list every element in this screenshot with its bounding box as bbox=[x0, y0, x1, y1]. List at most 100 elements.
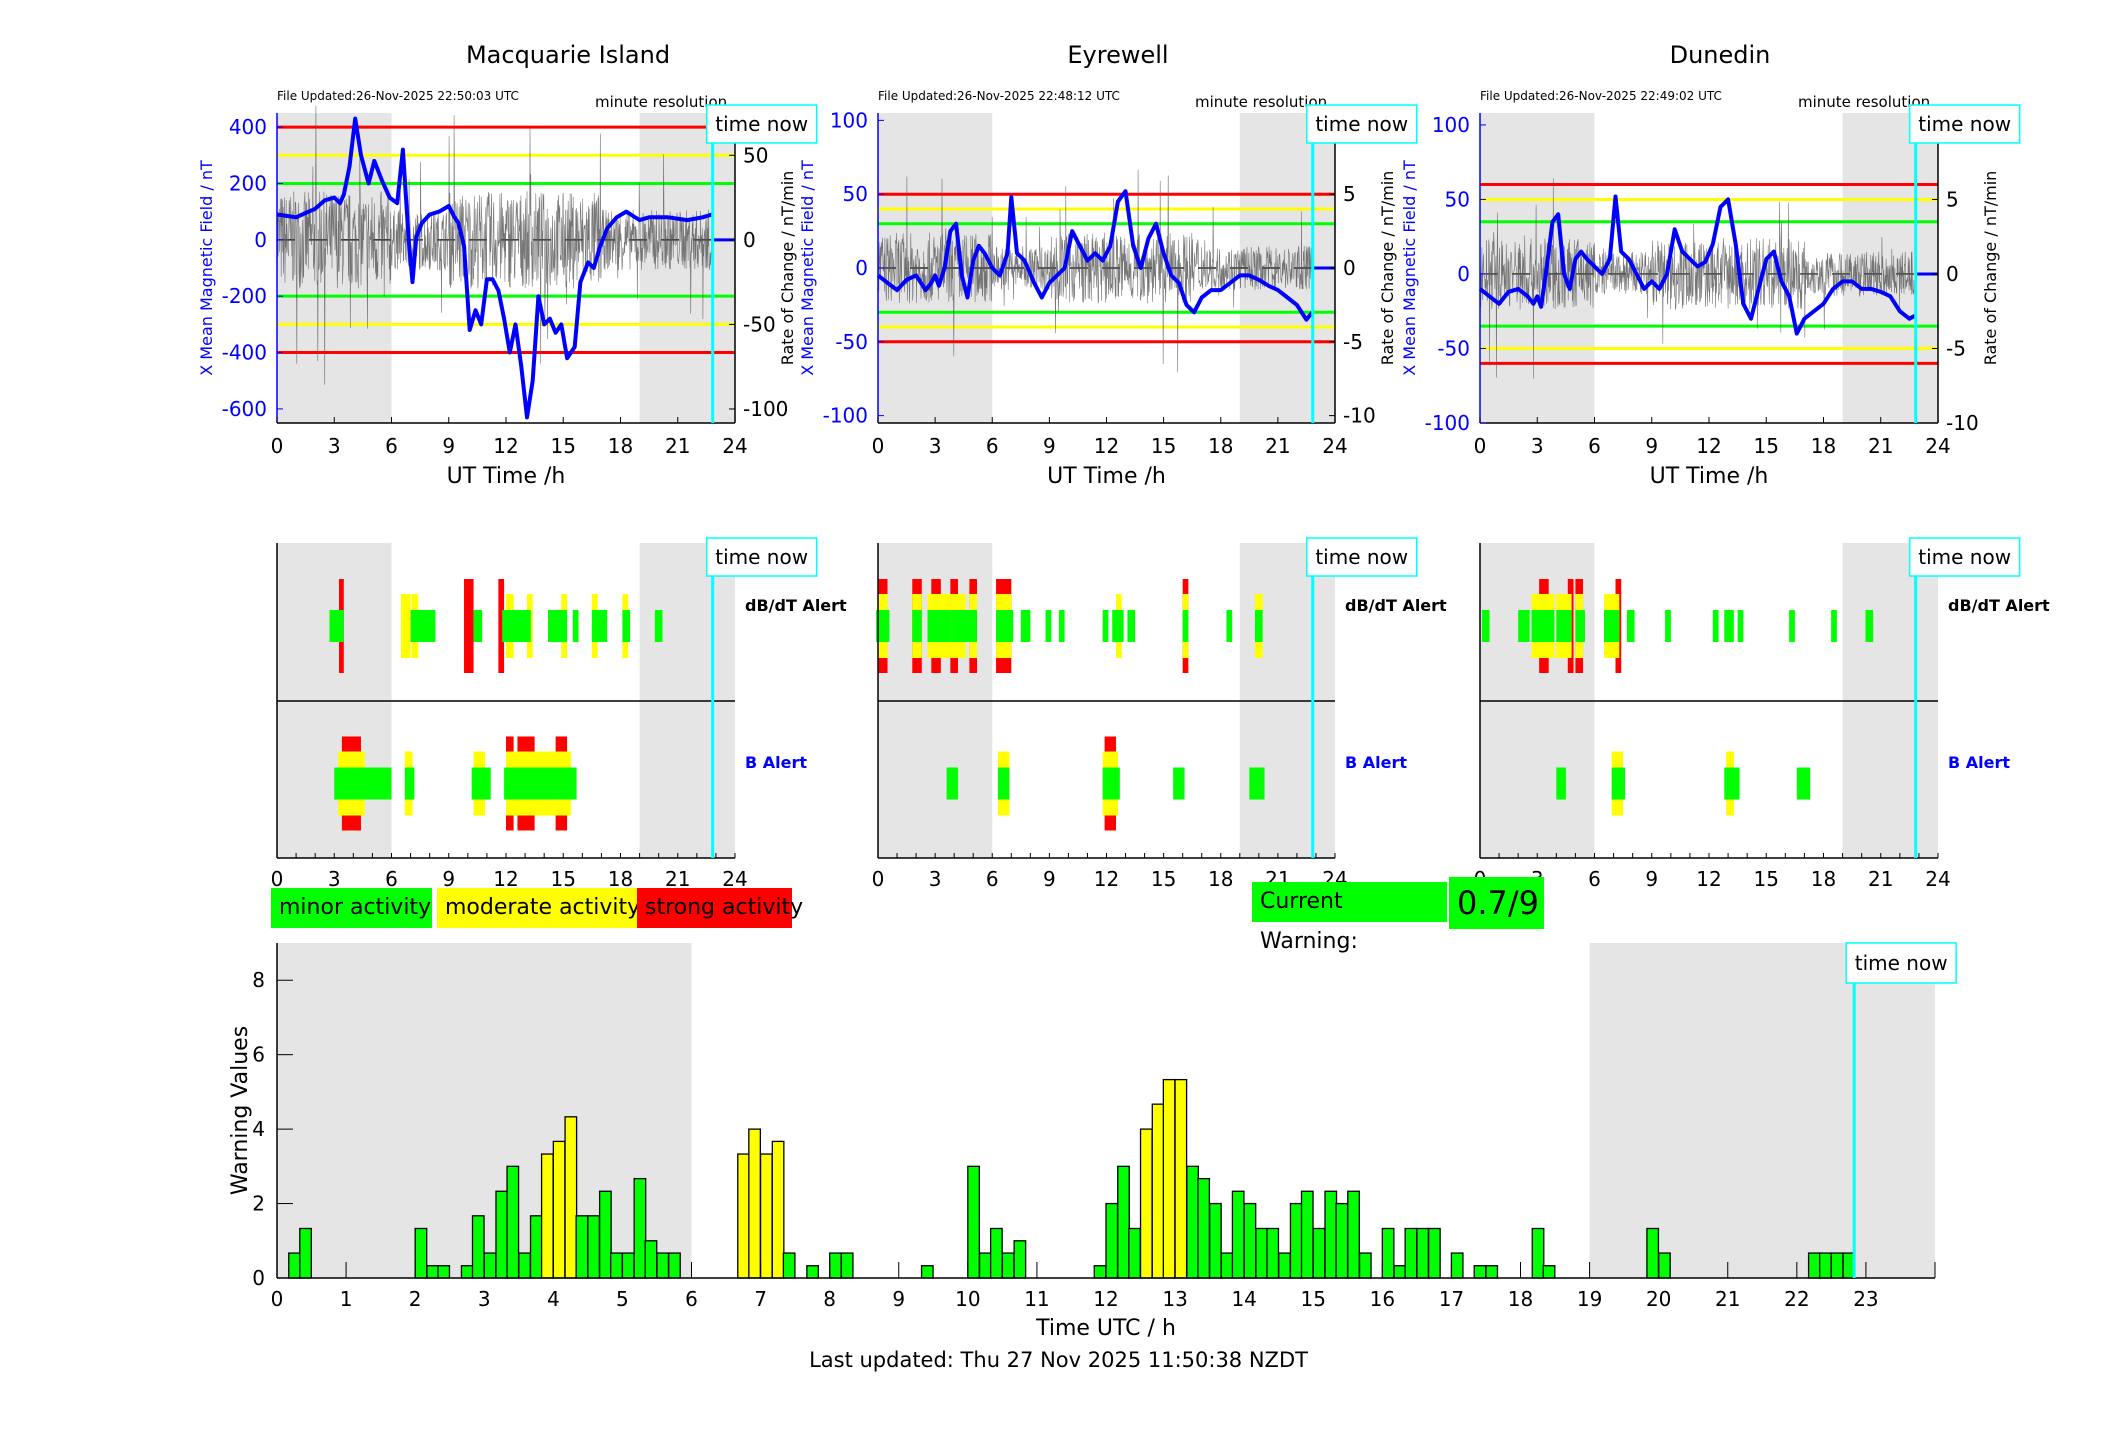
alert-x-tick-label: 6 bbox=[986, 867, 999, 891]
warning-bar bbox=[1531, 1227, 1545, 1279]
left-tick-label: -50 bbox=[835, 330, 868, 354]
x-tick-label: 18 bbox=[1811, 434, 1836, 458]
warning-bar bbox=[552, 1140, 566, 1279]
x-tick-label: 15 bbox=[1754, 434, 1779, 458]
warning-bar bbox=[1416, 1227, 1430, 1279]
x-tick-label: 0 bbox=[872, 434, 885, 458]
dbdt-alert-mark bbox=[1255, 610, 1263, 642]
dbdt-alert-mark bbox=[329, 610, 344, 642]
alert-time-now-label: time now bbox=[1918, 545, 2011, 569]
left-tick-label: 0 bbox=[254, 228, 267, 252]
warning-bar bbox=[1324, 1190, 1338, 1279]
alert-x-tick-label: 12 bbox=[1094, 867, 1119, 891]
histogram-x-tick-label: 8 bbox=[823, 1287, 836, 1311]
left-tick-label: -200 bbox=[222, 284, 267, 308]
warning-bar bbox=[1289, 1202, 1303, 1279]
histogram-time-now-box bbox=[1845, 942, 1957, 984]
magnetic-field-series bbox=[876, 189, 1314, 322]
histogram-x-tick-label: 12 bbox=[1093, 1287, 1118, 1311]
dbdt-alert-mark bbox=[622, 610, 631, 642]
current-warning-value: 0.7/9 bbox=[1449, 877, 1544, 929]
warning-bar bbox=[540, 1153, 554, 1279]
left-tick-label: -600 bbox=[222, 397, 267, 421]
dbdt-alert-mark bbox=[654, 610, 663, 642]
left-tick-label: 0 bbox=[1457, 262, 1470, 286]
warning-bar bbox=[782, 1252, 796, 1279]
histogram-x-tick-label: 2 bbox=[409, 1287, 422, 1311]
station-panel-1: Eyrewell File Updated:26-Nov-2025 22:48:1… bbox=[798, 41, 1447, 891]
alert-x-tick-label: 12 bbox=[493, 867, 518, 891]
warning-bar bbox=[1162, 1078, 1176, 1279]
right-tick-label: -10 bbox=[1946, 411, 1979, 435]
x-tick-label: 3 bbox=[1531, 434, 1544, 458]
alert-x-tick-label: 18 bbox=[1811, 867, 1836, 891]
right-tick-label: 50 bbox=[743, 143, 768, 167]
b-alert-mark bbox=[1249, 767, 1265, 800]
x-axis-label: UT Time /h bbox=[447, 464, 566, 489]
x-tick-label: 12 bbox=[1696, 434, 1721, 458]
left-tick-label: 400 bbox=[229, 115, 267, 139]
warning-bar bbox=[1013, 1240, 1027, 1279]
legend-moderate: moderate activity bbox=[437, 888, 640, 928]
warning-bar bbox=[564, 1116, 578, 1279]
warning-bar bbox=[1300, 1190, 1314, 1279]
alert-time-now-label: time now bbox=[715, 545, 808, 569]
time-now-label: time now bbox=[715, 112, 808, 136]
warning-bar bbox=[1266, 1227, 1280, 1279]
warning-bar bbox=[1278, 1252, 1291, 1279]
histogram-x-tick-label: 16 bbox=[1370, 1287, 1395, 1311]
warning-bar bbox=[1186, 1165, 1199, 1279]
warning-bar bbox=[920, 1265, 934, 1279]
station-title: Eyrewell bbox=[1067, 41, 1168, 69]
histogram-x-tick-label: 5 bbox=[616, 1287, 629, 1311]
b-alert-label: B Alert bbox=[745, 753, 807, 772]
warning-bar bbox=[829, 1252, 842, 1279]
right-axis-label: Rate of Change / nT/min bbox=[1378, 171, 1397, 366]
dbdt-alert-mark bbox=[1665, 610, 1671, 642]
station-panel-2: Dunedin File Updated:26-Nov-2025 22:49:02… bbox=[1400, 41, 2050, 891]
alert-time-now-label: time now bbox=[1315, 545, 1408, 569]
right-axis-label: Rate of Change / nT/min bbox=[1981, 171, 2000, 366]
left-tick-label: 50 bbox=[1445, 187, 1470, 211]
histogram-x-tick-label: 15 bbox=[1301, 1287, 1326, 1311]
minute-resolution-label: minute resolution bbox=[595, 93, 727, 111]
warning-bar bbox=[437, 1265, 451, 1279]
left-axis-label: X Mean Magnetic Field / nT bbox=[1400, 160, 1419, 376]
dbdt-alert-mark bbox=[969, 610, 978, 642]
histogram-y-tick-label: 8 bbox=[252, 968, 265, 992]
station-title: Dunedin bbox=[1670, 41, 1771, 69]
x-tick-label: 3 bbox=[929, 434, 942, 458]
left-tick-label: 0 bbox=[855, 256, 868, 280]
right-tick-label: 5 bbox=[1343, 182, 1356, 206]
left-tick-label: 100 bbox=[830, 108, 868, 132]
alert-x-tick-label: 9 bbox=[1043, 867, 1056, 891]
dbdt-alert-mark bbox=[572, 610, 579, 642]
x-tick-label: 9 bbox=[1645, 434, 1658, 458]
x-tick-label: 24 bbox=[722, 434, 747, 458]
warning-bar bbox=[1093, 1265, 1107, 1279]
warning-bar bbox=[737, 1153, 750, 1279]
histogram-x-label: Time UTC / h bbox=[1035, 1316, 1176, 1341]
histogram-x-tick-label: 19 bbox=[1577, 1287, 1602, 1311]
x-tick-label: 21 bbox=[665, 434, 690, 458]
magnetic-field-series bbox=[276, 116, 713, 420]
dbdt-alert-mark bbox=[1604, 610, 1620, 642]
warning-bar bbox=[587, 1215, 601, 1279]
alert-x-tick-label: 15 bbox=[551, 867, 576, 891]
right-tick-label: -100 bbox=[743, 397, 788, 421]
histogram-x-tick-label: 20 bbox=[1646, 1287, 1671, 1311]
right-tick-label: 5 bbox=[1946, 187, 1959, 211]
file-updated-text: File Updated:26-Nov-2025 22:48:12 UTC bbox=[878, 89, 1120, 103]
warning-bar bbox=[575, 1215, 589, 1279]
right-tick-label: 0 bbox=[1343, 256, 1356, 280]
b-alert-mark bbox=[544, 767, 577, 800]
histogram-x-tick-label: 13 bbox=[1162, 1287, 1187, 1311]
warning-bar bbox=[1231, 1190, 1245, 1279]
alert-x-tick-label: 15 bbox=[1151, 867, 1176, 891]
x-tick-label: 15 bbox=[1151, 434, 1176, 458]
x-tick-label: 6 bbox=[1588, 434, 1601, 458]
histogram-y-tick-label: 6 bbox=[252, 1043, 265, 1067]
time-now-label: time now bbox=[1315, 112, 1408, 136]
histogram-y-tick-label: 0 bbox=[252, 1266, 265, 1290]
